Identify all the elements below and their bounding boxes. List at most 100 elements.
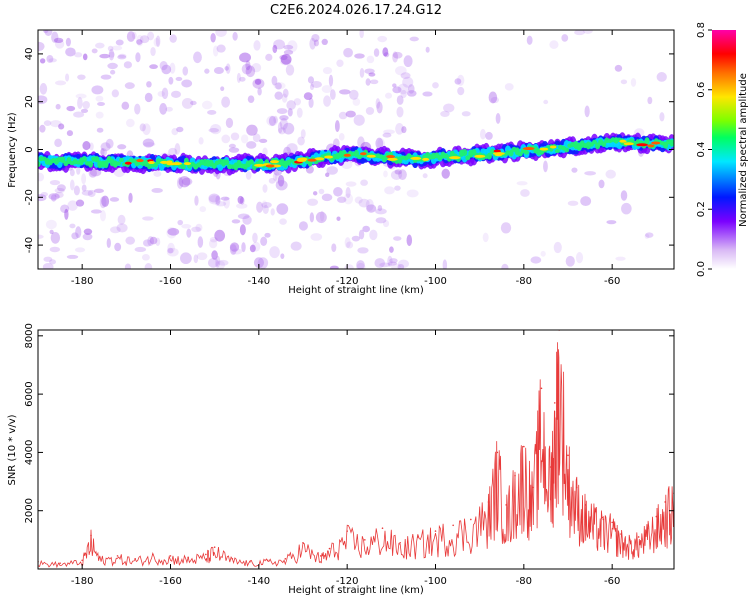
snr-data-point bbox=[249, 560, 251, 563]
heatmap-noise-cell bbox=[359, 30, 364, 39]
heatmap-noise-cell bbox=[605, 169, 616, 179]
heatmap-noise-cell bbox=[346, 241, 354, 249]
snr-x-ticks: -180 -160 -140 -120 -100 -80 -60 bbox=[71, 330, 620, 587]
heatmap-noise-cell bbox=[217, 259, 229, 266]
y-tick-label: 2000 bbox=[24, 498, 35, 523]
heatmap-noise-cell bbox=[66, 254, 79, 259]
heatmap-noise-cell bbox=[336, 59, 344, 67]
heatmap-noise-cell bbox=[117, 144, 127, 150]
x-tick-label: -120 bbox=[336, 276, 359, 287]
heatmap-noise-cell bbox=[153, 170, 162, 177]
heatmap-noise-cell bbox=[241, 63, 253, 75]
heatmap-noise-cell bbox=[110, 69, 116, 75]
heatmap-noise-cell bbox=[214, 229, 226, 242]
heatmap-noise-cell bbox=[432, 82, 439, 89]
heatmap-noise-cell bbox=[230, 132, 240, 141]
heatmap-noise-cell bbox=[516, 181, 528, 186]
heatmap-noise-cell bbox=[251, 63, 262, 73]
heatmap-noise-cell bbox=[81, 189, 93, 196]
heatmap-noise-cell bbox=[398, 169, 407, 181]
snr-data-point bbox=[576, 486, 578, 489]
heatmap-noise-cell bbox=[241, 242, 246, 253]
heatmap-hot-cell bbox=[359, 152, 367, 156]
snr-data-point bbox=[169, 555, 172, 557]
heatmap-noise-cell bbox=[77, 96, 83, 109]
heatmap-noise-cell bbox=[82, 53, 88, 61]
heatmap-noise-cell bbox=[159, 102, 168, 115]
heatmap-noise-cell bbox=[39, 83, 48, 95]
heatmap-noise-cell bbox=[142, 123, 151, 136]
heatmap-noise-cell bbox=[195, 223, 203, 232]
heatmap-noise-cell bbox=[43, 120, 52, 126]
snr-data-point bbox=[81, 559, 83, 562]
heatmap-noise-cell bbox=[309, 37, 316, 50]
heatmap-noise-cell bbox=[64, 208, 69, 220]
heatmap-hot-cell bbox=[183, 162, 191, 166]
heatmap-noise-cell bbox=[56, 184, 66, 192]
heatmap-noise-cell bbox=[273, 39, 286, 50]
heatmap-noise-cell bbox=[239, 52, 251, 63]
heatmap-noise-cell bbox=[252, 232, 258, 243]
heatmap-noise-cell bbox=[216, 44, 226, 53]
heatmap-noise-cell bbox=[65, 47, 76, 57]
heatmap-noise-cell bbox=[155, 35, 161, 48]
heatmap-noise-cell bbox=[387, 261, 398, 266]
heatmap-noise-cell bbox=[221, 96, 231, 108]
heatmap-noise-cell bbox=[215, 195, 221, 206]
heatmap-noise-cell bbox=[567, 200, 579, 206]
heatmap-noise-cell bbox=[131, 31, 137, 40]
snr-data-point bbox=[205, 553, 207, 556]
heatmap-noise-cell bbox=[208, 257, 219, 268]
heatmap-noise-cell bbox=[99, 196, 107, 209]
y-tick-label: -20 bbox=[24, 189, 35, 205]
heatmap-noise-cell bbox=[51, 31, 59, 43]
heatmap-noise-cell bbox=[656, 72, 667, 82]
heatmap-noise-cell bbox=[659, 112, 665, 122]
heatmap-noise-cell bbox=[349, 89, 359, 100]
heatmap-hot-cell bbox=[386, 155, 396, 159]
heatmap-noise-cell bbox=[43, 30, 49, 34]
snr-data-point bbox=[505, 504, 507, 506]
heatmap-noise-cell bbox=[245, 60, 251, 71]
heatmap-noise-cell bbox=[174, 143, 181, 155]
snr-plot-area bbox=[38, 330, 674, 569]
heatmap-hot-cell bbox=[124, 161, 132, 165]
heatmap-noise-cell bbox=[345, 187, 351, 199]
heatmap-noise-cell bbox=[369, 229, 378, 241]
heatmap-noise-cell bbox=[142, 239, 152, 247]
heatmap-hot-cell bbox=[160, 160, 168, 164]
heatmap-noise-cell bbox=[482, 232, 489, 243]
heatmap-noise-cell bbox=[246, 124, 258, 136]
heatmap-ridge-cell bbox=[88, 160, 94, 168]
colorbar-tick-label: 0.4 bbox=[696, 142, 707, 158]
heatmap-noise-cell bbox=[225, 117, 234, 128]
heatmap-noise-cell bbox=[383, 52, 390, 58]
heatmap-noise-cell bbox=[117, 214, 126, 225]
snr-data-point bbox=[470, 518, 472, 521]
heatmap-noise-cell bbox=[237, 195, 244, 204]
snr-data-point bbox=[187, 556, 189, 559]
snr-data-point bbox=[434, 530, 437, 532]
heatmap-ridge-cell bbox=[94, 155, 100, 163]
heatmap-noise-cell bbox=[365, 198, 374, 211]
heatmap-noise-cell bbox=[118, 53, 127, 58]
heatmap-noise-cell bbox=[382, 219, 390, 228]
heatmap-noise-cell bbox=[268, 116, 277, 126]
heatmap-noise-cell bbox=[49, 229, 54, 235]
heatmap-noise-cell bbox=[239, 196, 245, 205]
heatmap-hot-cell bbox=[422, 157, 430, 161]
heatmap-noise-cell bbox=[71, 232, 79, 240]
heatmap-noise-cell bbox=[144, 263, 153, 269]
heatmap-noise-cell bbox=[89, 168, 102, 177]
heatmap-noise-cell bbox=[229, 242, 240, 252]
heatmap-noise-cell bbox=[95, 95, 104, 102]
heatmap-noise-cell bbox=[374, 258, 386, 268]
heatmap-noise-cell bbox=[297, 136, 305, 146]
heatmap-ridge-cell bbox=[462, 148, 468, 157]
heatmap-noise-cell bbox=[321, 193, 333, 202]
heatmap-noise-cell bbox=[136, 34, 144, 47]
heatmap-noise-cell bbox=[90, 209, 102, 214]
heatmap-noise-cell bbox=[273, 82, 286, 90]
heatmap-noise-cell bbox=[364, 68, 375, 74]
heatmap-noise-cell bbox=[54, 138, 62, 148]
